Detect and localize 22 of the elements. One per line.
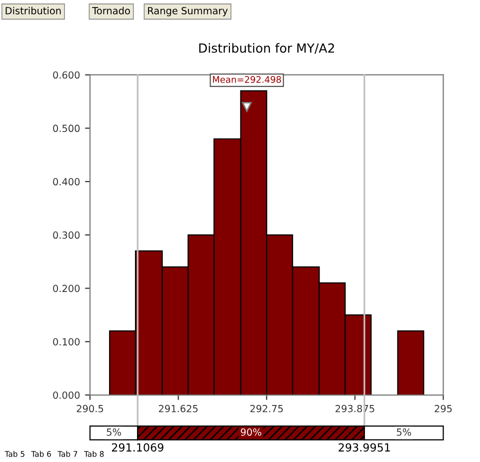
annotation: Mean=292.498 bbox=[212, 76, 281, 83]
text: 5% bbox=[106, 428, 121, 436]
ref-line-label: 291.1069 bbox=[112, 443, 164, 452]
ref-line-label: 293.9951 bbox=[338, 443, 390, 452]
text: Range Summary bbox=[148, 7, 228, 16]
y-tick-label: 0.600 bbox=[53, 71, 80, 79]
x-tick-label: 293.875 bbox=[336, 404, 374, 412]
chart-title: Distribution for MY/A2 bbox=[199, 43, 334, 54]
text: Distribution bbox=[6, 6, 61, 14]
y-tick-label: 0.200 bbox=[53, 284, 80, 292]
y-tick-label: 0.000 bbox=[53, 391, 80, 399]
x-tick-label: 295 bbox=[434, 404, 452, 412]
y-tick-label: 0.100 bbox=[53, 338, 80, 346]
x-tick-label: 292.75 bbox=[250, 404, 283, 412]
x-tick-label: 291.625 bbox=[158, 404, 198, 412]
x-tick-label: 290.5 bbox=[76, 404, 104, 412]
text: 5% bbox=[396, 428, 412, 436]
text: Tornado bbox=[92, 6, 130, 14]
text: 90% bbox=[240, 428, 262, 436]
y-tick-label: 0.300 bbox=[53, 231, 80, 239]
y-tick-label: 0.400 bbox=[53, 178, 80, 186]
y-tick-label: 0.500 bbox=[53, 124, 80, 132]
